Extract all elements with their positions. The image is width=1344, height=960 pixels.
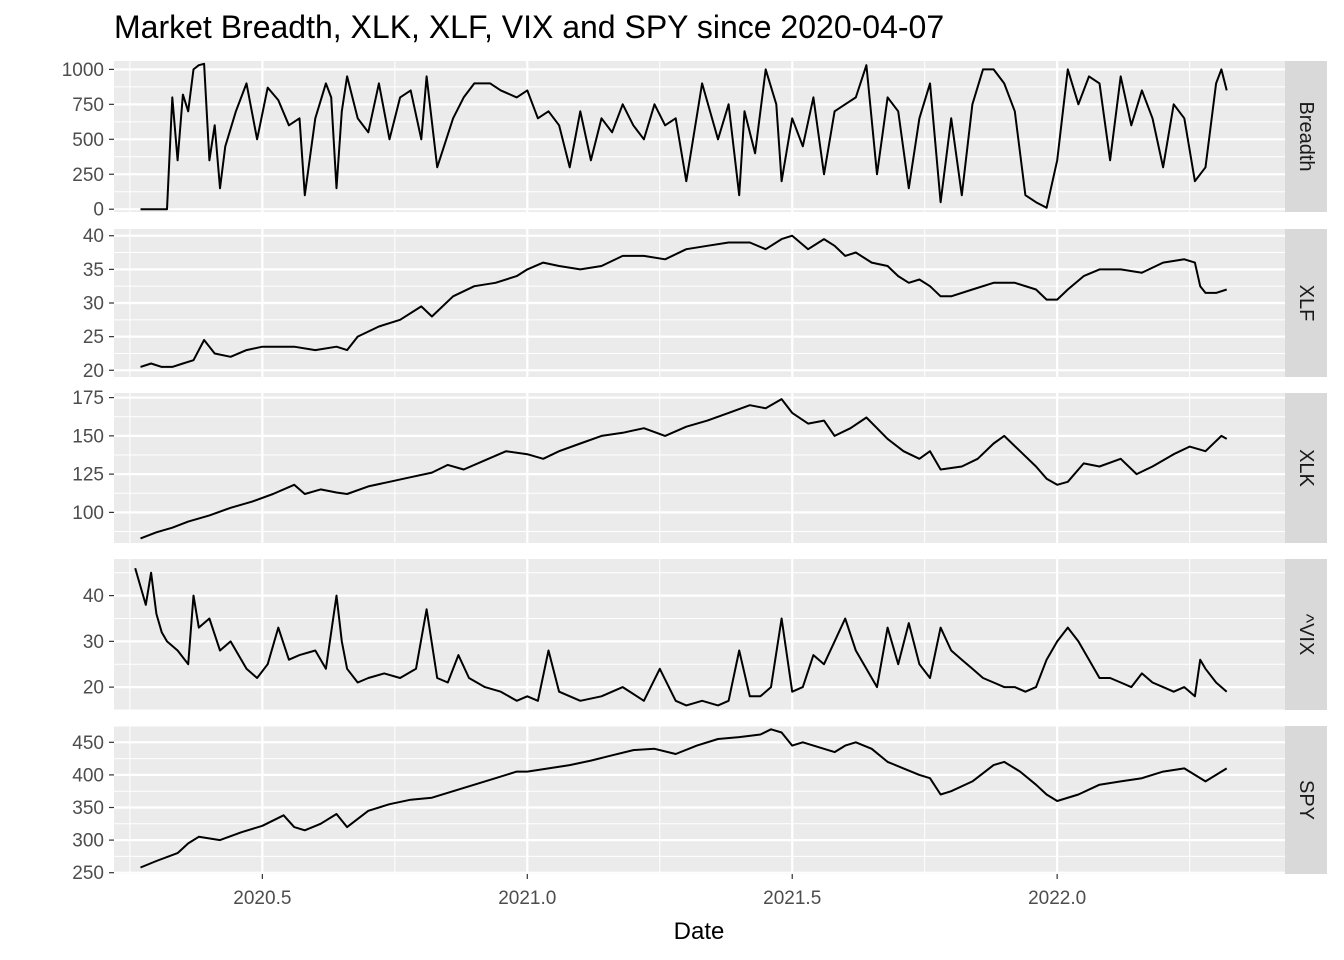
facet-strip-label: ^VIX	[1295, 614, 1317, 656]
y-tick-label: 500	[72, 130, 104, 151]
x-tick-label: 2022.0	[1028, 888, 1086, 909]
series-line-xlk	[140, 398, 1228, 540]
y-tick-label: 1000	[62, 60, 104, 81]
facet-strip-label: SPY	[1295, 780, 1317, 820]
panel-xlk: 100 125 150 175 XLK	[72, 388, 1327, 543]
panel-xlf: 20 25 30 35 40 XLF	[83, 226, 1327, 382]
y-tick-label: 250	[72, 165, 104, 186]
y-tick-label: 0	[93, 200, 104, 221]
y-tick-label: 100	[72, 503, 104, 524]
y-tick-label: 40	[83, 226, 104, 247]
y-tick-label: 20	[83, 678, 104, 699]
facet-strip	[1285, 229, 1327, 377]
y-tick-label: 125	[72, 465, 104, 486]
y-tick-label: 250	[72, 863, 104, 884]
x-tick-label: 2021.0	[498, 888, 556, 909]
series-line-spy	[140, 728, 1228, 869]
y-tick-label: 175	[72, 388, 104, 409]
panel-background	[114, 726, 1285, 874]
y-tick-label: 150	[72, 426, 104, 447]
y-tick-label: 300	[72, 831, 104, 852]
facet-strip	[1285, 726, 1327, 874]
x-tick-label: 2021.5	[763, 888, 821, 909]
x-tick-label: 2020.5	[233, 888, 291, 909]
y-tick-label: 30	[83, 294, 104, 315]
series-line-vix	[134, 567, 1228, 707]
chart-panels: 0 250 500 750 1000 Breadth 20 25 30 35 40 XLF 100 125…	[62, 60, 1327, 884]
panel-spy: 250 300 350 400 450 SPY	[72, 725, 1327, 884]
y-tick-label: 350	[72, 798, 104, 819]
x-axis-title: Date	[674, 918, 725, 945]
panel-background	[114, 61, 1285, 212]
y-tick-label: 30	[83, 632, 104, 653]
facet-strip-label: XLF	[1295, 285, 1317, 322]
panel-background	[114, 393, 1285, 543]
facet-strip	[1285, 393, 1327, 543]
y-tick-label: 25	[83, 327, 104, 348]
panel-vix: 20 30 40 ^VIX	[83, 559, 1327, 711]
facet-strip-label: Breadth	[1295, 101, 1317, 171]
panel-breadth: 0 250 500 750 1000 Breadth	[62, 60, 1327, 221]
y-tick-label: 40	[83, 586, 104, 607]
facet-strip-label: XLK	[1295, 449, 1317, 487]
y-tick-label: 35	[83, 260, 104, 281]
y-tick-label: 450	[72, 733, 104, 754]
series-line-breadth	[140, 62, 1228, 211]
series-line-xlf	[140, 234, 1228, 368]
chart-title: Market Breadth, XLK, XLF, VIX and SPY si…	[114, 9, 944, 45]
y-tick-label: 400	[72, 765, 104, 786]
y-tick-label: 750	[72, 95, 104, 116]
y-tick-label: 20	[83, 361, 104, 382]
facet-strip	[1285, 61, 1327, 212]
panel-background	[114, 559, 1285, 710]
facet-strip	[1285, 559, 1327, 710]
x-axis: 2020.5 2021.0 2021.5 2022.0	[233, 874, 1086, 909]
